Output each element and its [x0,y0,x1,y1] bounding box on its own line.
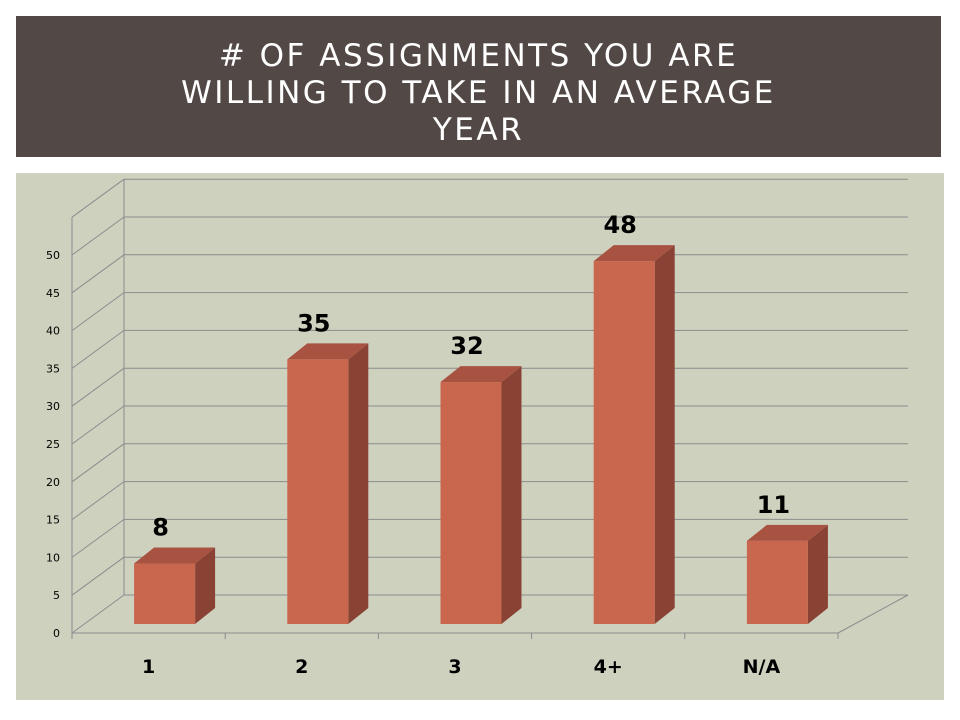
y-tick-label-0: 0 [53,627,60,640]
side-gridline-10 [71,518,125,558]
y-tick-label-50: 50 [46,249,60,262]
x-tick-label-3: 3 [448,656,461,678]
side-gridline-50 [71,216,125,256]
y-tick-label-15: 15 [46,514,60,527]
y-tick-label-5: 5 [53,589,60,602]
side-gridline-15 [71,481,125,521]
y-tick-label-10: 10 [46,551,60,564]
bar-1 [134,563,196,624]
bar-N/A [746,540,808,624]
title-bar: # of assignments you are willing to take… [16,16,941,157]
bar-4+ [593,261,655,624]
bar-side-2 [348,343,369,624]
bar-top-2 [287,343,369,360]
x-tick-label-1: 1 [142,656,155,678]
bar-side-4+ [654,245,675,624]
side-gridline-40 [71,292,125,332]
data-label-3: 32 [450,332,483,360]
bar-side-1 [195,547,216,624]
y-tick-label-35: 35 [46,362,60,375]
bar-top-3 [440,366,522,383]
side-gridline-20 [71,443,125,483]
bar-top-N/A [746,524,828,541]
bar-side-N/A [807,524,828,624]
data-label-4+: 48 [603,211,636,239]
bar-3 [440,382,502,624]
bar-top-1 [134,547,216,564]
side-gridline-5 [71,556,125,596]
floor-right-edge [837,594,909,634]
side-gridline-45 [71,254,125,294]
bar-top-4+ [593,245,675,262]
chart-panel: 0 5 10 15 20 25 30 35 40 45 50 1 2 3 4+ N/A 8 35 32 48 11 [16,173,944,700]
side-gridline-25 [71,405,125,445]
side-gridline-top [71,178,125,218]
data-label-2: 35 [297,309,330,337]
bar-chart: 0 5 10 15 20 25 30 35 40 45 50 1 2 3 4+ N/A 8 35 32 48 11 [46,178,909,678]
side-gridline-30 [71,367,125,407]
y-tick-label-20: 20 [46,476,60,489]
slide-title: # of assignments you are willing to take… [181,38,776,148]
x-tick-label-N/A: N/A [743,656,781,678]
side-gridline-0 [71,594,125,634]
data-label-N/A: 11 [757,491,790,519]
data-label-1: 8 [152,514,169,542]
bar-2 [287,359,349,624]
y-tick-label-40: 40 [46,325,60,338]
y-tick-label-45: 45 [46,287,60,300]
x-tick-label-2: 2 [295,656,308,678]
x-tick-label-4+: 4+ [594,656,623,678]
bar-side-3 [501,366,522,624]
y-tick-label-30: 30 [46,400,60,413]
y-tick-label-25: 25 [46,438,60,451]
side-gridline-35 [71,329,125,369]
